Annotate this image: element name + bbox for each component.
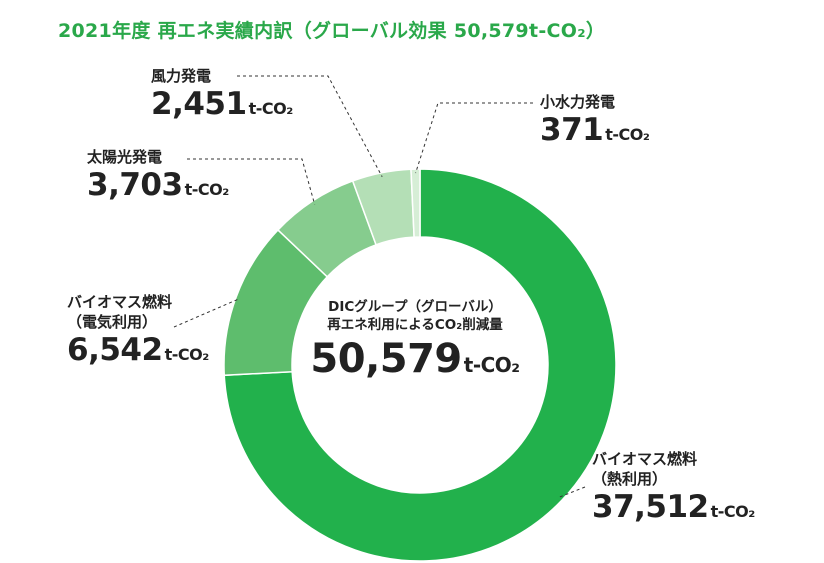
label-biomass-heat-name: バイオマス燃料 (592, 450, 698, 468)
label-biomass-power-sub: （電気利用） (67, 313, 158, 331)
label-solar-name: 太陽光発電 (87, 148, 163, 166)
leader-solar (187, 158, 316, 205)
unit: t-CO₂ (710, 502, 756, 521)
label-solar: 太陽光発電 3,703 t-CO₂ (87, 147, 229, 208)
center-line-1: DICグループ（グローバル） (328, 299, 502, 315)
center-unit: t-CO₂ (463, 353, 520, 377)
chart-title: 2021年度 再エネ実績内訳（グローバル効果 50,579t-CO₂） (58, 20, 606, 42)
label-biomass-heat-sub: （熱利用） (592, 470, 668, 488)
label-biomass-power-name: バイオマス燃料 (67, 293, 173, 311)
center-line-2: 再エネ利用によるCO₂削減量 (327, 317, 503, 333)
label-biomass-power: バイオマス燃料 （電気利用） 6,542 t-CO₂ (67, 292, 209, 373)
label-biomass-heat-value: 37,512 t-CO₂ (592, 489, 756, 525)
unit: t-CO₂ (605, 125, 650, 144)
donut-slices (223, 168, 617, 562)
label-hydro-value: 371 t-CO₂ (540, 112, 650, 148)
leader-hydro (415, 102, 533, 174)
unit: t-CO₂ (248, 99, 294, 118)
label-wind-value: 2,451 t-CO₂ (151, 86, 294, 122)
label-solar-value: 3,703 t-CO₂ (87, 167, 230, 203)
leader-wind (237, 75, 383, 178)
label-biomass-heat: バイオマス燃料 （熱利用） 37,512 t-CO₂ (592, 449, 755, 530)
unit: t-CO₂ (164, 345, 210, 364)
label-hydro: 小水力発電 371 t-CO₂ (540, 92, 650, 153)
slice-hydro (410, 168, 421, 238)
unit: t-CO₂ (184, 180, 230, 199)
leader-biomass_heat (559, 486, 586, 498)
label-wind-name: 風力発電 (151, 67, 212, 85)
slice-biomass_heat (223, 168, 617, 562)
center-summary: DICグループ（グローバル） 再エネ利用によるCO₂削減量 50,579 t-CO… (292, 298, 538, 390)
center-total: 50,579 t-CO₂ (310, 336, 520, 382)
label-biomass-power-value: 6,542 t-CO₂ (67, 332, 210, 368)
leader-lines (173, 75, 586, 498)
label-hydro-name: 小水力発電 (540, 93, 616, 111)
label-wind: 風力発電 2,451 t-CO₂ (151, 66, 293, 127)
